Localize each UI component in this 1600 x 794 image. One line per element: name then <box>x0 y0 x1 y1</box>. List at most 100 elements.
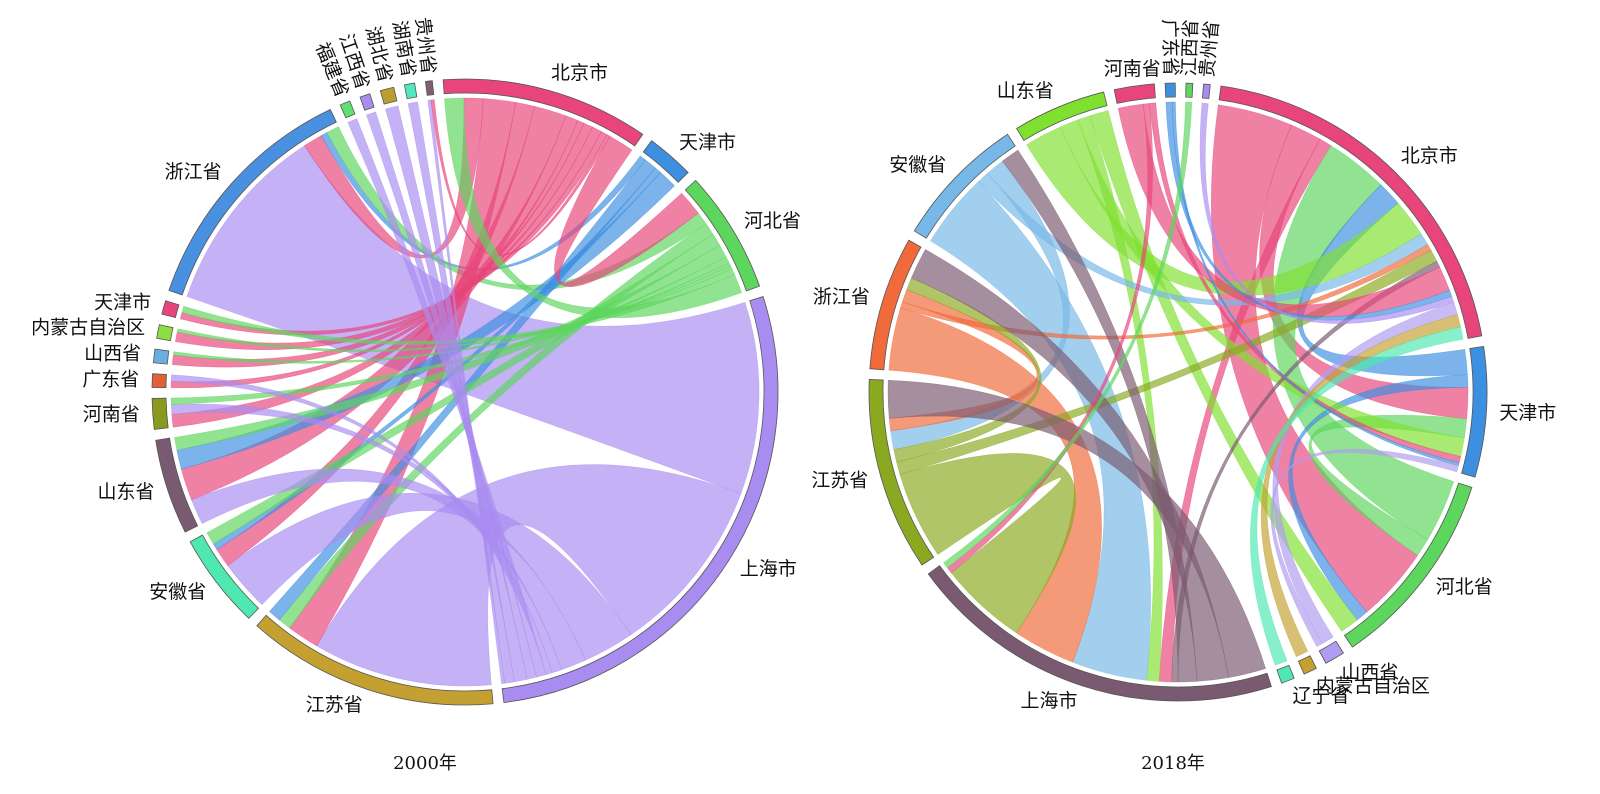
chord <box>171 122 594 368</box>
node-arc <box>1164 82 1176 98</box>
chord <box>427 99 506 685</box>
node-arc <box>1113 83 1156 104</box>
node-label: 河南省 <box>83 404 140 426</box>
node-arc <box>155 437 199 533</box>
node-label: 江苏省 <box>306 694 363 716</box>
chord-diagram: 北京市天津市河北省上海市江苏省安徽省山东省河南省广东省山西省内蒙古自治区天津市浙… <box>31 16 801 774</box>
chord <box>1199 102 1455 324</box>
chord <box>278 223 714 629</box>
chord <box>1077 115 1163 682</box>
chart-title: 2018年 <box>1141 753 1205 774</box>
node-arc <box>868 379 935 566</box>
node-arc <box>1318 640 1344 664</box>
node-label: 安徽省 <box>149 581 206 603</box>
node-label: 广东省 <box>1158 19 1181 77</box>
chord <box>385 105 528 683</box>
node-label: 山东省 <box>97 481 154 503</box>
node-arc <box>161 300 180 319</box>
node-label: 山东省 <box>997 80 1054 102</box>
node-label: 河南省 <box>1104 58 1161 80</box>
node-arc <box>152 348 170 365</box>
node-label: 天津市 <box>94 291 151 313</box>
node-arc <box>256 614 494 706</box>
node-arc <box>189 534 260 619</box>
chord <box>1260 314 1461 658</box>
node-arc <box>1276 664 1295 684</box>
chord <box>930 181 1151 681</box>
chord <box>173 262 731 364</box>
node-arc <box>684 179 761 292</box>
chord <box>1296 184 1468 377</box>
chord <box>444 97 743 319</box>
node-arc <box>1343 482 1473 648</box>
chord <box>946 103 1153 574</box>
node-arc <box>151 397 169 430</box>
node-label: 江西省 <box>1178 19 1202 77</box>
node-label: 河北省 <box>1436 576 1493 598</box>
chord <box>176 265 733 352</box>
chord <box>943 101 1193 569</box>
node-label: 天津市 <box>1499 402 1556 424</box>
node-label: 辽宁省 <box>1293 685 1350 707</box>
node-label: 北京市 <box>551 62 608 84</box>
chord <box>893 277 1042 463</box>
node-arc <box>424 80 435 96</box>
node-arc <box>151 373 167 389</box>
chord <box>1308 414 1468 556</box>
node-label: 北京市 <box>1401 145 1458 167</box>
chord <box>430 99 611 256</box>
node-arc <box>642 140 689 183</box>
node-arc <box>1016 91 1108 141</box>
chord <box>181 268 735 345</box>
chord <box>1250 326 1464 666</box>
node-arc <box>156 324 174 342</box>
chord <box>407 101 515 684</box>
node-arc <box>339 100 356 119</box>
chord <box>1149 102 1462 464</box>
chord <box>191 468 587 671</box>
node-arc <box>359 93 375 111</box>
node-label: 河北省 <box>744 210 801 232</box>
node-label: 内蒙古自治区 <box>31 317 145 339</box>
chord <box>174 245 727 451</box>
chord <box>1288 374 1469 621</box>
chord <box>170 374 553 675</box>
node-label: 上海市 <box>740 558 797 580</box>
node-label: 浙江省 <box>813 286 870 308</box>
chord <box>347 118 547 678</box>
node-label: 上海市 <box>1021 690 1078 712</box>
node-arc <box>1461 345 1488 478</box>
chord <box>1270 448 1459 648</box>
chord <box>227 493 632 661</box>
node-arc <box>869 239 922 371</box>
node-arc <box>913 133 1016 239</box>
node-label: 山西省 <box>1341 661 1398 683</box>
chart-title: 2000年 <box>393 753 457 774</box>
node-label: 贵州省 <box>1196 20 1223 79</box>
node-label: 浙江省 <box>165 161 222 183</box>
node-arc <box>927 565 1272 702</box>
chord <box>1272 145 1455 540</box>
node-label: 山西省 <box>84 342 141 364</box>
node-label: 内蒙古自治区 <box>1316 675 1430 697</box>
chord <box>186 145 760 494</box>
node-label: 江苏省 <box>811 470 868 492</box>
node-label: 天津市 <box>679 132 736 154</box>
node-arc <box>442 78 644 147</box>
node-label: 安徽省 <box>889 154 946 176</box>
node-arc <box>379 86 398 105</box>
chord <box>1089 110 1358 632</box>
chord <box>366 111 537 680</box>
node-label: 广东省 <box>82 368 139 390</box>
chord <box>896 249 1438 475</box>
chord <box>170 403 562 674</box>
node-arc <box>1218 85 1483 339</box>
chord <box>554 135 699 287</box>
node-arc <box>403 82 418 100</box>
node-arc <box>1297 655 1317 675</box>
node-arc <box>1185 82 1194 98</box>
chord <box>175 126 602 351</box>
node-arc <box>501 296 779 704</box>
